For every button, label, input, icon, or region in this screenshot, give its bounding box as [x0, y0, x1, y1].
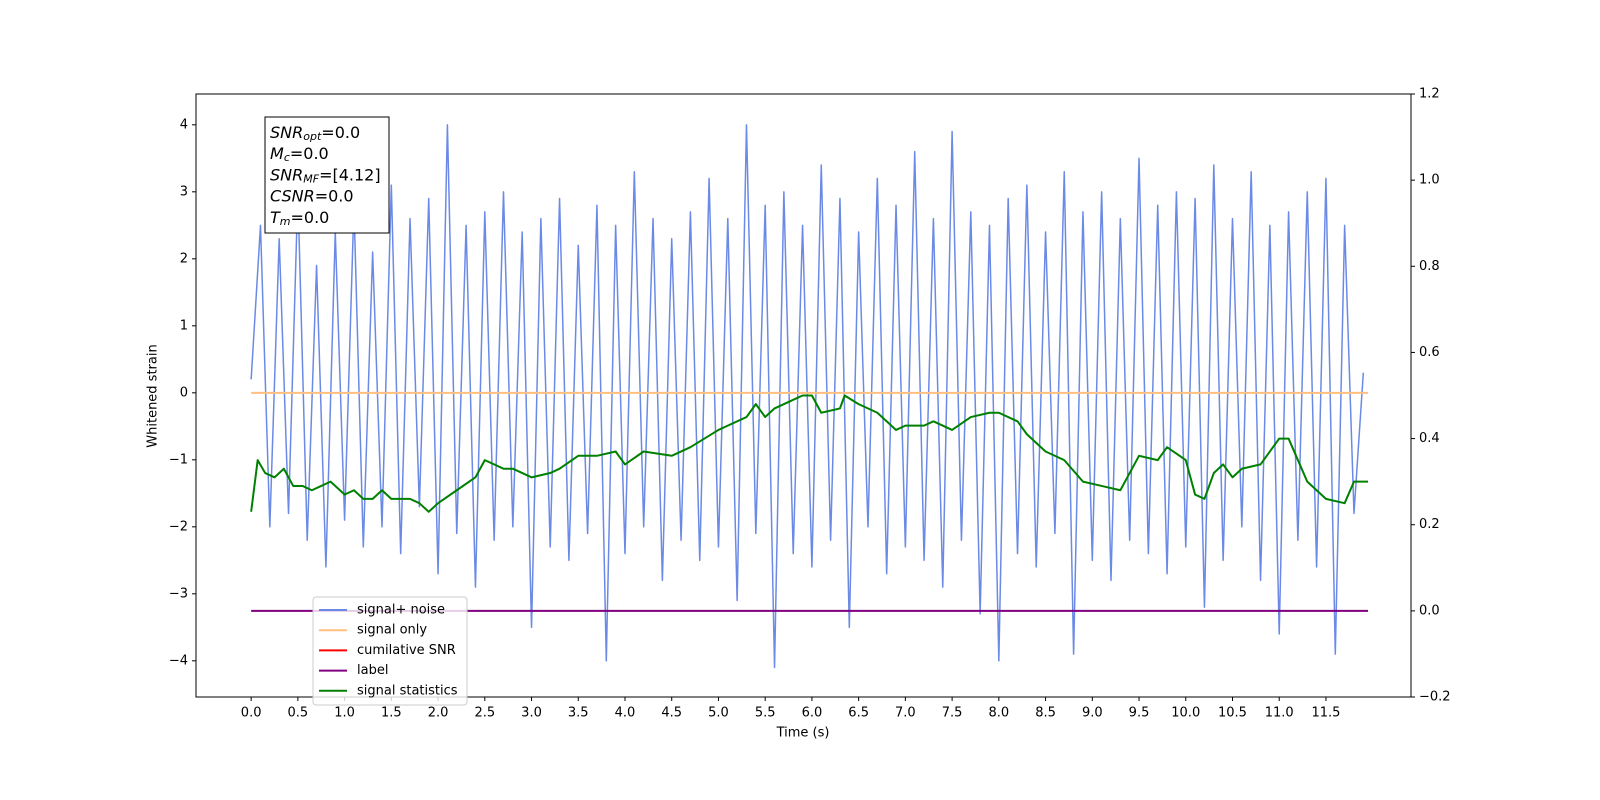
y2-tick-label: 0.0	[1419, 603, 1440, 618]
annotation-subscript: MF	[303, 172, 319, 185]
y2-tick-label: 1.0	[1419, 173, 1440, 188]
legend-frame	[312, 596, 468, 706]
annotation-subscript: c	[284, 151, 290, 164]
x-tick-label: 1.0	[334, 706, 355, 721]
series-line	[250, 394, 1369, 513]
x-tick-label: 4.5	[661, 706, 682, 721]
y2-tick-label: 0.4	[1419, 431, 1440, 446]
legend-label: signal statistics	[357, 683, 458, 698]
y2-tick-label: −0.2	[1419, 690, 1451, 705]
x-tick-label: 0.5	[288, 706, 309, 721]
y-tick-label: 4	[180, 117, 188, 132]
x-tick-label: 5.5	[755, 706, 776, 721]
x-tick-label: 1.5	[381, 706, 402, 721]
x-tick-label: 4.0	[615, 706, 636, 721]
legend: signal+ noise signal only cumilative SNR la…	[312, 596, 468, 706]
x-tick-label: 0.0	[241, 706, 262, 721]
x-tick-label: 11.0	[1265, 706, 1294, 721]
x-tick-label: 8.5	[1035, 706, 1056, 721]
annotation-frame	[264, 116, 390, 234]
annotation-symbol: SNR	[270, 123, 303, 142]
y2-tick-label: 0.6	[1419, 345, 1440, 360]
annotation-value: =0.0	[291, 207, 330, 226]
x-tick-label: 6.5	[848, 706, 869, 721]
y-tick-label: −4	[169, 653, 188, 668]
annotation-symbol: T	[270, 207, 281, 226]
legend-label: label	[357, 663, 388, 678]
x-tick-label: 2.5	[474, 706, 495, 721]
legend-label: cumilative SNR	[357, 643, 456, 658]
y2-tick-label: 1.2	[1419, 87, 1440, 102]
annotation-value: =0.0	[290, 144, 329, 163]
annotation-value: =0.0	[315, 186, 354, 205]
annotation-subscript: m	[280, 215, 291, 228]
annotation-line: CSNR=0.0	[270, 186, 354, 205]
y-tick-label: −2	[169, 519, 188, 534]
annotation-value: =[4.12]	[319, 165, 381, 184]
y-tick-label: 2	[180, 251, 188, 266]
x-tick-label: 2.0	[428, 706, 449, 721]
x-tick-label: 3.0	[521, 706, 542, 721]
x-tick-label: 10.5	[1218, 706, 1247, 721]
x-tick-label: 3.5	[568, 706, 589, 721]
x-tick-label: 7.5	[942, 706, 963, 721]
y2-tick-label: 0.8	[1419, 259, 1440, 274]
y2-tick-label: 0.2	[1419, 517, 1440, 532]
y-axis-label: Whitened strain	[146, 344, 161, 447]
y-tick-label: 1	[180, 318, 188, 333]
plot-frame	[195, 93, 1412, 698]
annotation-line: SNRMF=[4.12]	[270, 165, 381, 186]
x-tick-label: 6.0	[802, 706, 823, 721]
annotation-line: Mc=0.0	[270, 144, 329, 165]
y-tick-label: −3	[169, 586, 188, 601]
y-tick-label: −1	[169, 452, 188, 467]
x-tick-label: 11.5	[1311, 706, 1340, 721]
annotation-symbol: M	[270, 144, 284, 163]
y-tick-label: 0	[180, 385, 188, 400]
y-tick-label: 3	[180, 184, 188, 199]
x-tick-label: 9.0	[1082, 706, 1103, 721]
annotation-line: SNRopt=0.0	[270, 123, 360, 144]
legend-label: signal only	[357, 623, 427, 638]
x-tick-label: 9.5	[1129, 706, 1150, 721]
annotation-symbol: CSNR	[270, 186, 315, 205]
legend-label: signal+ noise	[357, 603, 445, 618]
annotation-symbol: SNR	[270, 165, 303, 184]
annotation-line: Tm=0.0	[270, 207, 329, 228]
annotation-value: =0.0	[321, 123, 360, 142]
x-tick-label: 7.0	[895, 706, 916, 721]
x-tick-label: 5.0	[708, 706, 729, 721]
x-axis-label: Time (s)	[776, 726, 830, 741]
x-tick-label: 10.0	[1171, 706, 1200, 721]
annotation-subscript: opt	[303, 130, 322, 143]
x-tick-label: 8.0	[988, 706, 1009, 721]
annotation-box: SNRopt=0.0Mc=0.0SNRMF=[4.12]CSNR=0.0Tm=0…	[264, 116, 390, 234]
